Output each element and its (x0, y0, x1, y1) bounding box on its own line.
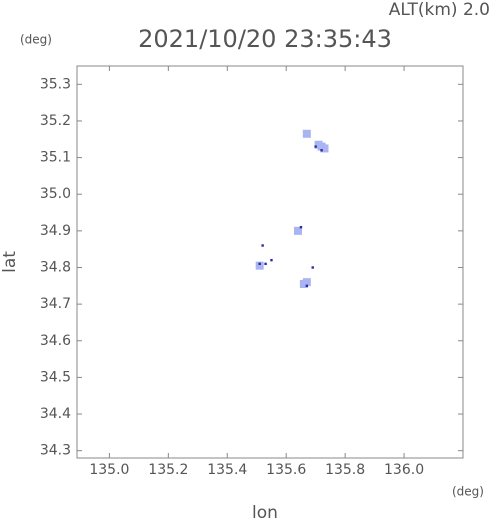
y-tick-label: 34.9 (40, 223, 71, 239)
radar-echo (302, 278, 311, 287)
radar-echo (314, 140, 323, 149)
radar-echo (320, 144, 329, 153)
x-tick-label: 135.8 (325, 462, 365, 478)
y-axis-label: lat (0, 251, 20, 273)
y-tick-label: 34.5 (40, 369, 71, 385)
plot-frame (76, 65, 464, 459)
x-tick-label: 135.6 (266, 462, 306, 478)
y-tick-label: 35.1 (40, 150, 71, 166)
radar-echo (314, 145, 317, 148)
y-tick-label: 35.3 (40, 76, 71, 92)
radar-echo (320, 149, 323, 152)
y-unit: (deg) (20, 33, 52, 47)
x-tick-label: 135.4 (207, 462, 247, 478)
y-tick-label: 34.3 (40, 443, 71, 459)
chart-title: 2021/10/20 23:35:43 (138, 25, 392, 53)
radar-echo (270, 258, 273, 262)
radar-echo (305, 284, 309, 288)
radar-echo (311, 266, 314, 269)
y-tick-label: 34.4 (40, 406, 71, 422)
radar-echo (261, 244, 264, 247)
x-axis-label: lon (252, 503, 278, 521)
radar-echo (255, 261, 264, 270)
radar-echo (264, 262, 267, 266)
radar-echo (302, 129, 311, 138)
x-tick-label: 135.2 (148, 462, 188, 478)
x-tick-label: 136.0 (384, 462, 424, 478)
radar-echo (258, 262, 261, 266)
x-tick-label: 135.0 (89, 462, 129, 478)
y-tick-label: 35.2 (40, 113, 71, 129)
radar-echo (299, 225, 303, 229)
radar-echo (293, 226, 302, 235)
y-tick-label: 34.8 (40, 259, 71, 275)
altitude-label: ALT(km) 2.0 (389, 0, 490, 20)
y-tick-label: 34.7 (40, 296, 71, 312)
y-tick-label: 34.6 (40, 333, 71, 349)
y-tick-label: 35.0 (40, 186, 71, 202)
x-unit: (deg) (452, 485, 484, 499)
